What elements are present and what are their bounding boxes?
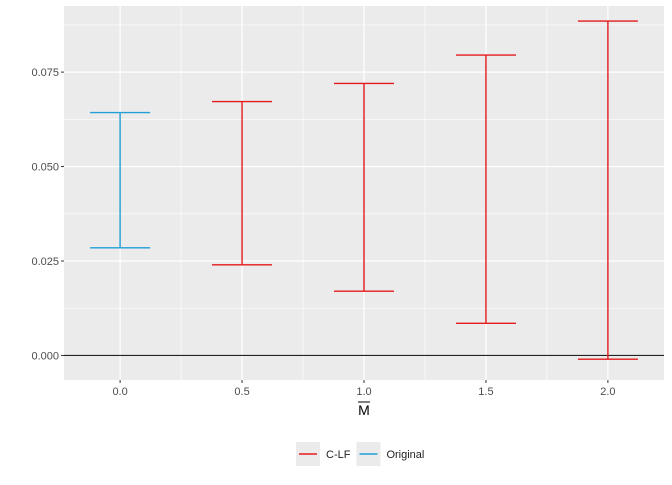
legend-label: C-LF	[326, 449, 351, 461]
error-bars	[90, 20, 638, 360]
x-tick-label: 2.0	[600, 386, 615, 398]
legend-item: C-LF	[296, 442, 351, 466]
axes: 0.000 0.025 0.050 0.075 0.0 0.5 1.0 1.5 2.0 M	[31, 67, 615, 418]
x-tick-label: 0.0	[112, 386, 127, 398]
x-tick-label: 0.5	[234, 386, 249, 398]
error-bar-c-lf	[455, 54, 516, 325]
legend: C-LF Original	[296, 442, 424, 466]
x-tick-label: 1.0	[356, 386, 371, 398]
error-bar-original	[90, 111, 151, 249]
y-tick-label: 0.075	[31, 67, 59, 79]
error-bar-c-lf	[212, 100, 273, 266]
legend-label: Original	[386, 449, 424, 461]
x-tick-label: 1.5	[478, 386, 493, 398]
x-axis-title: M	[358, 402, 370, 418]
error-bar-c-lf	[334, 82, 394, 292]
legend-item: Original	[356, 442, 424, 466]
error-bar-c-lf	[577, 20, 638, 360]
y-tick-label: 0.000	[31, 350, 59, 362]
y-tick-label: 0.050	[31, 162, 59, 174]
y-tick-label: 0.025	[31, 256, 59, 268]
